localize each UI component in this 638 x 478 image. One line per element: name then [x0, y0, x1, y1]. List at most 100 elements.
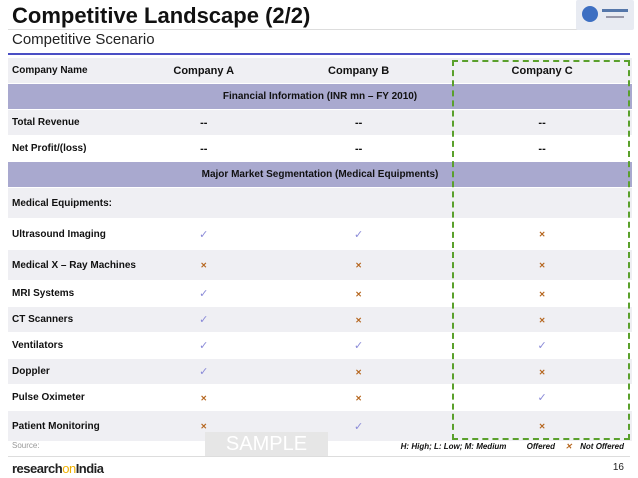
title-rule — [8, 53, 630, 55]
check-icon: ✓ — [199, 228, 209, 241]
row-label: Doppler — [8, 358, 143, 385]
value-cell: -- — [265, 135, 453, 162]
value-cell: ✕ — [265, 280, 453, 307]
value-cell: ✕ — [452, 358, 632, 385]
value-cell: ✕ — [452, 410, 632, 442]
cross-icon: ✕ — [200, 393, 208, 403]
section-band: Major Market Segmentation (Medical Equip… — [8, 161, 632, 188]
value-cell: -- — [265, 109, 453, 136]
value-cell: ✕ — [265, 306, 453, 333]
brand-part: research — [12, 461, 63, 476]
check-icon: ✓ — [199, 340, 209, 352]
check-icon: ✓ — [537, 392, 547, 404]
cross-icon: ✕ — [538, 230, 546, 239]
cross-icon: ✕ — [355, 315, 362, 325]
row-label: Total Revenue — [8, 109, 143, 136]
cross-icon: ✕ — [538, 315, 546, 325]
row-label: Patient Monitoring — [8, 410, 143, 442]
table-row: Total Revenue -- -- -- — [8, 109, 632, 136]
row-label: Medical X – Ray Machines — [8, 249, 143, 281]
table-row: MRI Systems ✓ ✕ ✕ — [8, 280, 632, 307]
table-cell — [265, 187, 453, 219]
cross-icon: ✕ — [355, 261, 362, 270]
value-cell: ✕ — [452, 280, 632, 307]
sample-watermark: SAMPLE — [205, 432, 328, 456]
value-cell: -- — [142, 135, 266, 162]
check-icon: ✓ — [354, 420, 364, 433]
legend-offered: Offered — [526, 442, 555, 451]
page-number: 16 — [612, 462, 624, 473]
company-logo — [576, 0, 634, 30]
value-cell: ✕ — [265, 384, 453, 411]
table-cell — [452, 187, 632, 219]
cross-icon: ✕ — [200, 261, 208, 270]
source-label: Source: — [12, 441, 40, 450]
row-label: Medical Equipments: — [8, 187, 143, 219]
table-row: Pulse Oximeter ✕ ✕ ✓ — [8, 384, 632, 411]
value-cell: -- — [452, 135, 632, 162]
row-label: CT Scanners — [8, 306, 143, 333]
value-cell: ✓ — [142, 306, 266, 333]
section-band: Financial Information (INR mn – FY 2010) — [8, 83, 632, 110]
table-row: Ultrasound Imaging ✓ ✓ ✕ — [8, 218, 632, 250]
brand-part: India — [75, 461, 104, 476]
cross-icon: ✕ — [355, 289, 362, 299]
table-row: Ventilators ✓ ✓ ✓ — [8, 332, 632, 359]
cross-icon: ✕ — [355, 393, 362, 403]
check-icon: ✓ — [537, 340, 547, 352]
value-cell: ✕ — [265, 358, 453, 385]
footer-rule — [8, 456, 630, 457]
cross-icon: ✕ — [538, 261, 546, 270]
check-icon: ✓ — [354, 340, 364, 352]
value-cell: ✕ — [452, 218, 632, 250]
value-cell: ✓ — [142, 280, 266, 307]
column-header: Company Name — [8, 58, 143, 84]
page-title: Competitive Landscape (2/2) — [12, 3, 311, 28]
table-cell — [142, 187, 266, 219]
row-label: Net Profit/(loss) — [8, 135, 143, 162]
row-label: Ventilators — [8, 332, 143, 359]
row-label: MRI Systems — [8, 280, 143, 307]
value-cell: ✓ — [265, 332, 453, 359]
value-cell: ✓ — [142, 358, 266, 385]
check-icon: ✓ — [199, 288, 209, 300]
row-label: Ultrasound Imaging — [8, 218, 143, 250]
value-cell: ✕ — [452, 249, 632, 281]
cross-icon: ✕ — [538, 367, 546, 377]
column-header: Company B — [265, 58, 453, 84]
value-cell: ✓ — [452, 332, 632, 359]
value-cell: ✕ — [265, 249, 453, 281]
header-row: Company Name Company A Company B Company C — [8, 58, 632, 84]
legend-not-offered: Not Offered — [580, 442, 624, 451]
value-cell: ✓ — [142, 218, 266, 250]
legend: H: High; L: Low; M: Medium Offered ✕ Not… — [383, 442, 624, 451]
brand-part: on — [62, 461, 76, 476]
value-cell: -- — [142, 109, 266, 136]
table-row: Net Profit/(loss) -- -- -- — [8, 135, 632, 162]
cross-icon: ✕ — [565, 442, 572, 451]
divider — [8, 29, 578, 30]
cross-icon: ✕ — [538, 422, 546, 431]
value-cell: ✓ — [142, 332, 266, 359]
value-cell: ✕ — [142, 384, 266, 411]
column-header: Company A — [142, 58, 266, 84]
column-header: Company C — [452, 58, 632, 84]
table-row: Medical Equipments: — [8, 187, 632, 219]
band-label: Major Market Segmentation (Medical Equip… — [8, 161, 632, 188]
table-row: CT Scanners ✓ ✕ ✕ — [8, 306, 632, 333]
cross-icon: ✕ — [355, 367, 362, 377]
page-subtitle: Competitive Scenario — [12, 31, 155, 48]
legend-hlm: H: High; L: Low; M: Medium — [400, 442, 507, 451]
value-cell: -- — [452, 109, 632, 136]
band-label: Financial Information (INR mn – FY 2010) — [8, 83, 632, 110]
check-icon: ✓ — [354, 228, 364, 241]
value-cell: ✓ — [265, 218, 453, 250]
table-row: Doppler ✓ ✕ ✕ — [8, 358, 632, 385]
value-cell: ✕ — [452, 306, 632, 333]
value-cell: ✓ — [452, 384, 632, 411]
cross-icon: ✕ — [200, 422, 208, 431]
check-icon: ✓ — [199, 314, 209, 326]
row-label: Pulse Oximeter — [8, 384, 143, 411]
table-row: Medical X – Ray Machines ✕ ✕ ✕ — [8, 249, 632, 281]
